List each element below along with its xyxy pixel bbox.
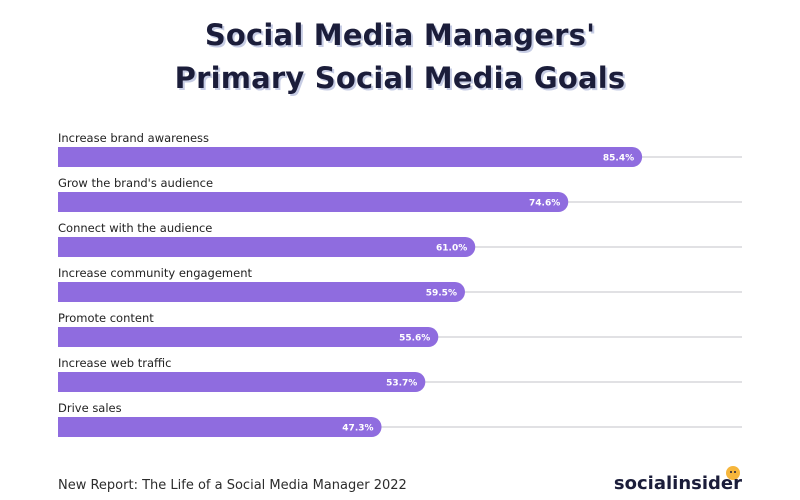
category-label: Promote content <box>58 311 154 325</box>
bar-row: Increase web traffic 53.7% <box>58 356 742 392</box>
value-label: 53.7% <box>386 379 417 389</box>
chart-title: Social Media Managers' Primary Social Me… <box>0 14 800 100</box>
value-label: 47.3% <box>342 424 373 434</box>
report-source-note: New Report: The Life of a Social Media M… <box>58 478 407 493</box>
brand-logo-text: socialinsider <box>613 473 742 494</box>
bar-row: Increase brand awareness 85.4% <box>58 131 742 167</box>
bar <box>58 237 476 257</box>
bar <box>58 327 439 347</box>
bar <box>58 417 382 437</box>
bar-row: Increase community engagement 59.5% <box>58 266 742 302</box>
bar <box>58 282 465 302</box>
bar-row: Grow the brand's audience 74.6% <box>58 176 742 212</box>
value-label: 74.6% <box>529 199 560 209</box>
value-label: 85.4% <box>603 154 634 164</box>
bar <box>58 192 569 212</box>
category-label: Connect with the audience <box>58 221 212 235</box>
chart-title-line-2: Primary Social Media Goals <box>174 61 626 95</box>
value-label: 59.5% <box>426 289 457 299</box>
bar-row: Drive sales 47.3% <box>58 401 742 437</box>
category-label: Drive sales <box>58 401 122 415</box>
category-label: Increase brand awareness <box>58 131 209 145</box>
category-label: Increase web traffic <box>58 356 171 370</box>
value-label: 55.6% <box>399 334 430 344</box>
bar <box>58 372 426 392</box>
value-label: 61.0% <box>436 244 467 254</box>
bar <box>58 147 643 167</box>
bar-row: Connect with the audience 61.0% <box>58 221 742 257</box>
bar-row: Promote content 55.6% <box>58 311 742 347</box>
chart-title-line-1: Social Media Managers' <box>204 18 596 52</box>
category-label: Increase community engagement <box>58 266 252 280</box>
category-label: Grow the brand's audience <box>58 176 213 190</box>
socialinsider-logo-icon <box>726 466 740 480</box>
